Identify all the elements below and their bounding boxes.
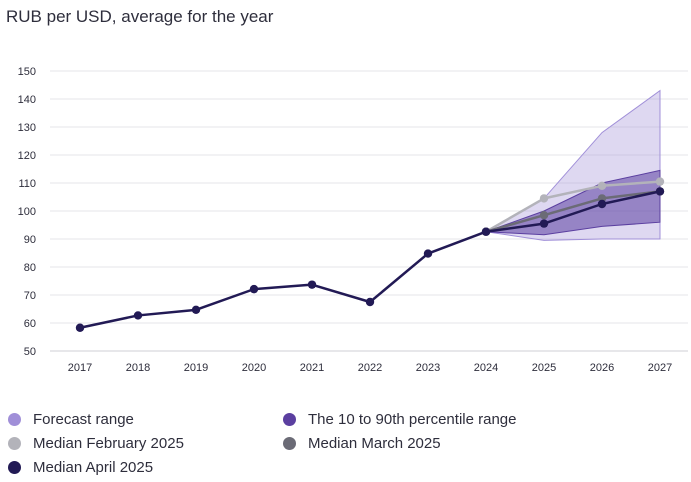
point-median-february-2027 [655, 177, 665, 186]
point-median-april-2023 [423, 249, 433, 258]
point-median-april-2018 [133, 311, 143, 320]
point-median-april-2019 [191, 305, 201, 315]
y-tick-label-100: 100 [18, 206, 36, 218]
series-line-median-march [485, 190, 661, 233]
y-tick-label-80: 80 [24, 262, 36, 274]
y-tick-label-110: 110 [18, 178, 36, 190]
point-median-april-2017 [75, 323, 85, 332]
x-tick-label-2020: 2020 [242, 362, 266, 374]
point-median-april-2021 [307, 280, 317, 289]
point-median-february-2026 [597, 181, 607, 190]
y-tick-label-70: 70 [24, 290, 36, 302]
x-tick-label-2022: 2022 [358, 362, 382, 374]
y-tick-label-140: 140 [18, 94, 36, 106]
point-median-april-2022 [365, 297, 375, 307]
point-median-april-2020 [249, 284, 259, 294]
point-median-april-2026 [597, 199, 607, 209]
point-median-april-2027 [655, 187, 665, 196]
series-line-median-february [485, 180, 661, 233]
y-tick-label-150: 150 [18, 66, 36, 78]
x-tick-label-2026: 2026 [590, 362, 614, 374]
x-tick-label-2017: 2017 [68, 362, 92, 374]
point-median-april-2025 [539, 219, 549, 228]
point-median-february-2025 [539, 194, 549, 203]
y-tick-label-130: 130 [18, 122, 36, 134]
point-median-april-2024 [481, 227, 491, 236]
y-tick-label-50: 50 [24, 346, 36, 358]
y-tick-label-120: 120 [18, 150, 36, 162]
y-tick-label-60: 60 [24, 318, 36, 330]
y-tick-label-90: 90 [24, 234, 36, 246]
x-tick-label-2025: 2025 [532, 362, 556, 374]
x-tick-label-2019: 2019 [184, 362, 208, 374]
x-tick-label-2027: 2027 [648, 362, 672, 374]
x-tick-label-2023: 2023 [416, 362, 440, 374]
chart-title: RUB per USD, average for the year [6, 7, 274, 26]
x-tick-label-2024: 2024 [474, 362, 498, 374]
point-median-march-2025 [539, 211, 549, 220]
x-tick-label-2021: 2021 [300, 362, 324, 374]
x-tick-label-2018: 2018 [126, 362, 150, 374]
